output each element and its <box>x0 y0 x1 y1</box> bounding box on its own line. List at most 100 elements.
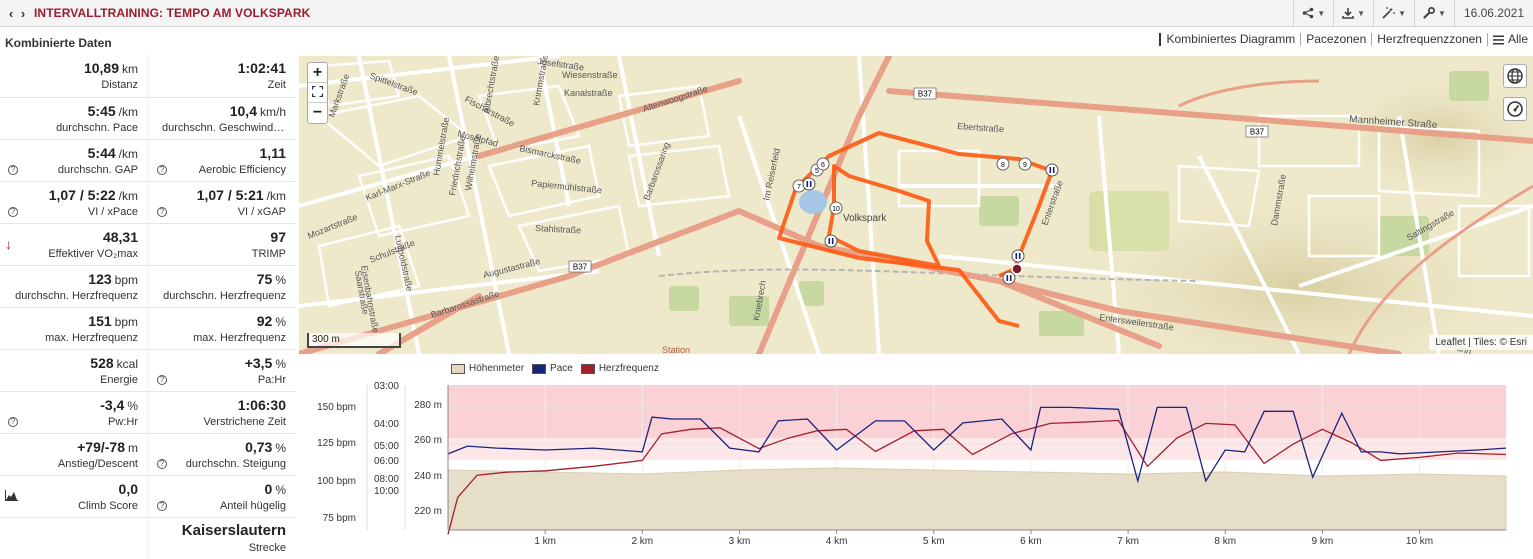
chevron-left-icon[interactable]: ‹ <box>8 5 14 21</box>
stat-label: Zeit <box>267 79 286 91</box>
stat-cell: ? 5:44/km durchschn. GAP <box>0 140 148 182</box>
stat-unit: km <box>122 62 138 76</box>
stat-value-text: 1:02:41 <box>237 60 286 76</box>
pace-tick-label: 10:00 <box>374 486 399 497</box>
speedometer-icon <box>1507 101 1523 117</box>
magic-button[interactable]: ▼ <box>1373 0 1414 26</box>
stat-value: 0,0 <box>119 481 138 497</box>
stat-value-text: 48,31 <box>102 229 138 245</box>
tab-alle-label: Alle <box>1507 32 1528 46</box>
stat-label: durchschn. Pace <box>56 122 138 134</box>
stat-value: -3,4% <box>100 397 138 413</box>
stat-value: Kaiserslautern <box>182 522 286 539</box>
stat-value: 92% <box>257 313 286 329</box>
stat-value: 123 bpm <box>88 271 138 287</box>
x-tick-label: 3 km <box>729 536 751 547</box>
svg-text:Ebertstraße: Ebertstraße <box>957 121 1005 134</box>
stat-value: 1,07 / 5:22/km <box>49 187 138 203</box>
zoom-out-button[interactable]: − <box>312 104 323 121</box>
fullscreen-button[interactable] <box>308 83 327 103</box>
help-icon[interactable]: ? <box>8 165 18 175</box>
stat-unit: /km <box>118 189 138 203</box>
stat-unit: /km <box>118 147 138 161</box>
tab-alle[interactable]: Alle <box>1486 32 1533 46</box>
help-icon[interactable]: ? <box>157 165 167 175</box>
help-icon[interactable]: ? <box>157 375 167 385</box>
help-icon[interactable]: ? <box>157 459 167 469</box>
chevron-down-icon: ▼ <box>1438 8 1446 18</box>
chevron-down-icon: ▼ <box>1357 8 1366 18</box>
x-tick-label: 4 km <box>826 536 848 547</box>
legend-item-hoehenmeter[interactable]: Höhenmeter <box>451 363 524 374</box>
route-marker[interactable]: 6 <box>816 157 830 171</box>
zoom-in-button[interactable]: + <box>308 63 327 83</box>
x-tick-label: 8 km <box>1214 536 1236 547</box>
chevron-down-icon: ▼ <box>1317 8 1326 18</box>
pace-tick-label: 03:00 <box>374 381 399 392</box>
tools-button[interactable]: ▼ <box>1414 0 1454 26</box>
globe-icon <box>1507 68 1523 84</box>
elevation-area <box>447 467 1507 531</box>
stat-label: Pa:Hr <box>257 374 286 386</box>
pace-tick-label: 04:00 <box>374 419 399 430</box>
svg-text:7: 7 <box>797 184 801 191</box>
elevation-tick-label: 260 m <box>414 435 442 446</box>
route-map[interactable]: 7 5 6 10 8 9 B37 B37 B37 <box>299 56 1533 354</box>
pace-tick-label: 08:00 <box>374 474 399 485</box>
stat-cell: ? 1,11 Aerobic Efficiency <box>148 140 296 182</box>
route-marker[interactable]: 10 <box>829 201 843 215</box>
help-icon[interactable]: ? <box>8 207 18 217</box>
stat-unit: /km <box>266 189 286 203</box>
stat-label: Climb Score <box>78 500 138 512</box>
stat-cell: ? 1,07 / 5:22/km VI / xPace <box>0 182 148 224</box>
stat-label: Strecke <box>248 542 286 554</box>
help-icon[interactable]: ? <box>157 207 167 217</box>
stat-value-text: 0 <box>264 481 273 497</box>
stat-value-text: 10,89 <box>83 60 119 76</box>
svg-text:Station: Station <box>662 345 690 354</box>
download-button[interactable]: ▼ <box>1333 0 1373 26</box>
elevation-tick-label: 220 m <box>414 506 442 517</box>
route-marker[interactable]: 9 <box>1018 157 1032 171</box>
stat-value-text: +3,5 <box>244 355 273 371</box>
stats-row: ? 5:44/km durchschn. GAP? 1,11 Aerobic Effic… <box>0 139 296 182</box>
combined-chart[interactable]: Höhenmeter Pace Herzfrequenz 1 km 2 km 3 k… <box>299 358 1533 559</box>
pause-markers <box>802 163 1059 285</box>
chevron-right-icon[interactable]: › <box>20 5 26 21</box>
stat-label: durchschn. Steigung <box>185 458 286 470</box>
stat-label: TRIMP <box>251 248 286 260</box>
help-icon[interactable]: ? <box>8 417 18 427</box>
stats-row: ? -3,4% Pw:Hr 1:06:30 Verstrichene Zeit <box>0 391 296 434</box>
hr-tick-label: 100 bpm <box>317 476 356 487</box>
stat-value: 1:06:30 <box>238 397 286 413</box>
stat-cell: +79/-78 m Anstieg/Descent <box>0 434 148 476</box>
arrow-down-icon: ↓ <box>5 236 12 252</box>
map-layers-button[interactable] <box>1503 64 1527 88</box>
route-marker[interactable]: 8 <box>996 157 1010 171</box>
stats-row: ↓ 48,31 Effektiver VO₂max 97 TRIMP <box>0 223 296 266</box>
wrench-icon <box>1423 7 1436 19</box>
legend-item-pace[interactable]: Pace <box>532 363 573 374</box>
stat-cell: ? 0% Anteil hügelig <box>148 476 296 518</box>
stats-row: +79/-78 m Anstieg/Descent? 0,73% durchschn. … <box>0 433 296 476</box>
stat-label: Distanz <box>101 79 138 91</box>
help-icon[interactable]: ? <box>157 501 167 511</box>
x-tick-label: 10 km <box>1406 536 1433 547</box>
stat-value-text: 10,4 <box>229 103 257 119</box>
stat-value-text: 0,0 <box>118 481 138 497</box>
chart-legend: Höhenmeter Pace Herzfrequenz <box>451 363 659 374</box>
stat-label: VI / xGAP <box>237 206 286 218</box>
stat-unit: % <box>275 483 286 497</box>
stat-unit: bpm <box>114 273 138 287</box>
tab-kombiniertes-diagramm[interactable]: Kombiniertes Diagramm <box>1159 33 1300 46</box>
stat-value: 97 <box>270 229 286 245</box>
svg-text:B37: B37 <box>918 90 933 99</box>
stat-cell: 92% max. Herzfrequenz <box>148 308 296 350</box>
tab-pacezonen[interactable]: Pacezonen <box>1300 33 1371 46</box>
legend-item-herzfrequenz[interactable]: Herzfrequenz <box>580 363 659 374</box>
tab-herzfrequenzzonen[interactable]: Herzfrequenzzonen <box>1371 33 1487 46</box>
map-dashboard-button[interactable] <box>1503 97 1527 121</box>
stat-label: Anteil hügelig <box>219 500 286 512</box>
share-button[interactable]: ▼ <box>1293 0 1333 26</box>
stat-value-text: Kaiserslautern <box>181 522 286 539</box>
